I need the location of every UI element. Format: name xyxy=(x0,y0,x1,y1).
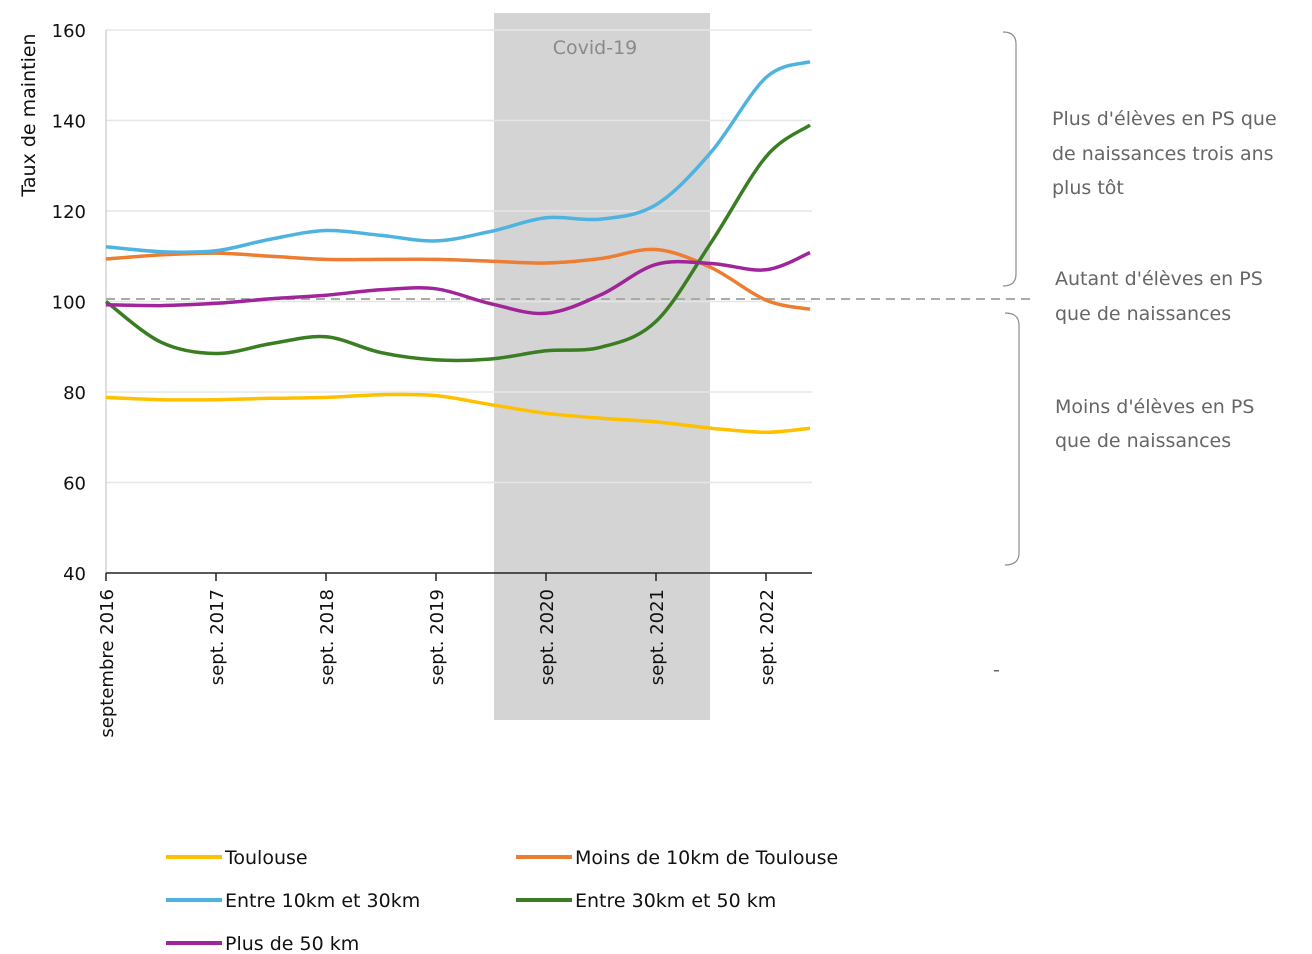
legend-item-30-50km: Entre 30km et 50 km xyxy=(516,890,776,912)
annotation-below-line-2: que de naissances xyxy=(1055,430,1231,452)
legend-label-toulouse: Toulouse xyxy=(224,847,308,869)
x-tick-label-0: septembre 2016 xyxy=(97,589,118,738)
annotation-above-line-3: plus tôt xyxy=(1052,177,1124,199)
legend-label-10-30km: Entre 10km et 30km xyxy=(225,890,420,912)
y-tick-label-60: 60 xyxy=(63,474,86,495)
x-tick-label-4: sept. 2020 xyxy=(537,589,558,685)
legend-item-toulouse: Toulouse xyxy=(166,847,308,869)
bracket-above xyxy=(1002,31,1017,287)
y-tick-label-40: 40 xyxy=(63,564,86,585)
legend-item-plus-50km: Plus de 50 km xyxy=(166,933,359,954)
series-line-moins-10km xyxy=(105,247,811,311)
x-tick-label-5: sept. 2021 xyxy=(647,589,668,685)
series-line-10-30km xyxy=(105,60,811,255)
series-line-plus-50km xyxy=(105,250,811,316)
y-tick-label-140: 140 xyxy=(52,112,86,133)
y-tick-label-160: 160 xyxy=(52,21,86,42)
x-tick-label-2: sept. 2018 xyxy=(317,589,338,685)
x-tick-label-6: sept. 2022 xyxy=(757,589,778,685)
x-tick-labels: septembre 2016 sept. 2017 sept. 2018 sept. … xyxy=(97,589,778,738)
covid-band xyxy=(494,13,710,720)
bracket-below xyxy=(1004,312,1020,566)
annotation-equal-line-2: que de naissances xyxy=(1055,303,1231,325)
annotation-below-line-1: Moins d'élèves en PS xyxy=(1055,396,1254,418)
y-tick-labels: 40 60 80 100 120 140 160 xyxy=(52,21,86,585)
x-tick-label-1: sept. 2017 xyxy=(207,589,228,685)
legend-label-moins-10km: Moins de 10km de Toulouse xyxy=(575,847,838,869)
series-layer xyxy=(104,60,812,435)
stray-mark: - xyxy=(993,659,1000,681)
y-axis-title: Taux de maintien xyxy=(18,33,40,197)
legend-item-10-30km: Entre 10km et 30km xyxy=(166,890,420,912)
legend-item-moins-10km: Moins de 10km de Toulouse xyxy=(516,847,838,869)
x-tick-label-3: sept. 2019 xyxy=(427,589,448,685)
legend: Toulouse Moins de 10km de Toulouse Entre… xyxy=(166,847,838,954)
y-tick-label-120: 120 xyxy=(52,202,86,223)
series-line-30-50km xyxy=(104,123,812,363)
annotation-equal-line-1: Autant d'élèves en PS xyxy=(1055,268,1263,290)
series-line-toulouse xyxy=(105,392,811,435)
y-tick-label-100: 100 xyxy=(52,293,86,314)
legend-label-plus-50km: Plus de 50 km xyxy=(225,933,359,954)
annotation-above-line-2: de naissances trois ans xyxy=(1052,143,1274,165)
legend-label-30-50km: Entre 30km et 50 km xyxy=(575,890,776,912)
y-tick-label-80: 80 xyxy=(63,383,86,404)
x-tick-marks xyxy=(105,573,767,581)
annotation-above-line-1: Plus d'élèves en PS que xyxy=(1052,108,1277,130)
covid-label: Covid-19 xyxy=(553,37,638,59)
